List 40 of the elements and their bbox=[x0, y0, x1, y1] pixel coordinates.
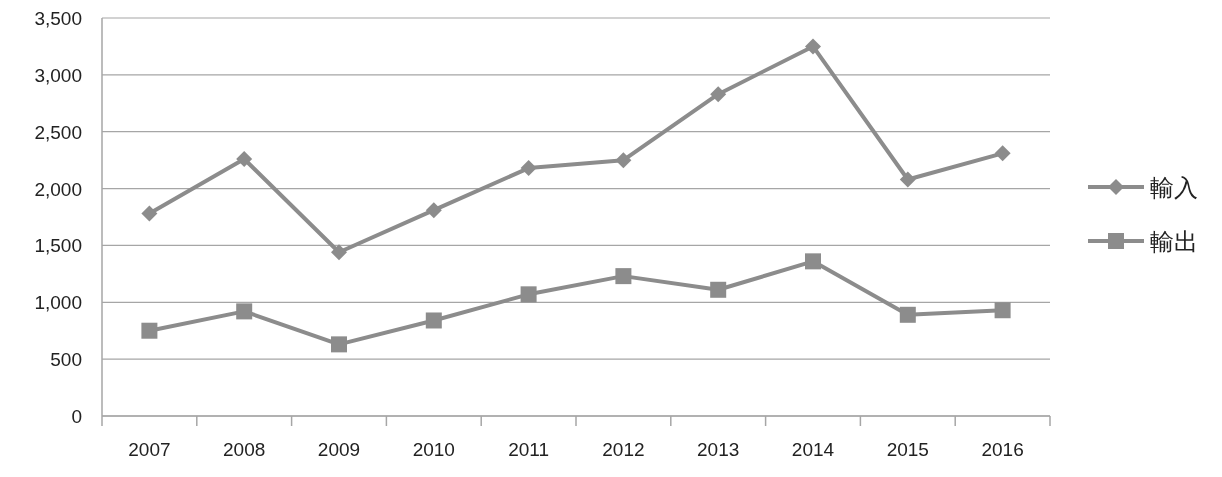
point bbox=[331, 336, 347, 353]
point bbox=[899, 306, 916, 323]
legend-label: 輸入 bbox=[1150, 174, 1198, 202]
x-tick-label: 2016 bbox=[981, 439, 1024, 460]
x-tick-label: 2010 bbox=[412, 439, 455, 460]
y-tick-label: 500 bbox=[50, 349, 82, 371]
x-tick-label: 2008 bbox=[223, 439, 266, 460]
point bbox=[141, 322, 158, 339]
x-tick-label: 2013 bbox=[697, 439, 740, 460]
point bbox=[331, 244, 347, 261]
y-tick-label: 2,000 bbox=[34, 178, 82, 200]
x-tick-label: 2007 bbox=[128, 439, 171, 460]
point bbox=[425, 312, 442, 329]
y-tick-label: 3,500 bbox=[34, 8, 82, 29]
point bbox=[710, 86, 727, 103]
point bbox=[425, 202, 442, 219]
point bbox=[236, 151, 253, 168]
point bbox=[615, 268, 632, 285]
x-tick-label: 2012 bbox=[602, 439, 645, 460]
y-tick-label: 0 bbox=[71, 406, 82, 427]
x-tick-label: 2011 bbox=[508, 439, 550, 460]
y-tick-label: 2,500 bbox=[34, 121, 82, 143]
x-tick-label: 2014 bbox=[791, 439, 835, 460]
x-tick-label: 2009 bbox=[317, 439, 361, 460]
legend-label: 輸出 bbox=[1150, 228, 1198, 256]
x-tick-label: 2015 bbox=[886, 439, 929, 460]
point bbox=[710, 281, 727, 298]
point bbox=[899, 171, 916, 188]
y-tick-label: 1,000 bbox=[34, 292, 82, 314]
point bbox=[520, 160, 537, 177]
point bbox=[805, 38, 821, 55]
point bbox=[615, 152, 632, 169]
point bbox=[236, 303, 253, 320]
point bbox=[141, 205, 158, 222]
point bbox=[520, 286, 537, 303]
y-tick-label: 3,000 bbox=[34, 64, 82, 86]
y-tick-label: 1,500 bbox=[34, 235, 82, 257]
point bbox=[805, 253, 821, 270]
point bbox=[994, 302, 1011, 319]
point bbox=[994, 145, 1011, 162]
